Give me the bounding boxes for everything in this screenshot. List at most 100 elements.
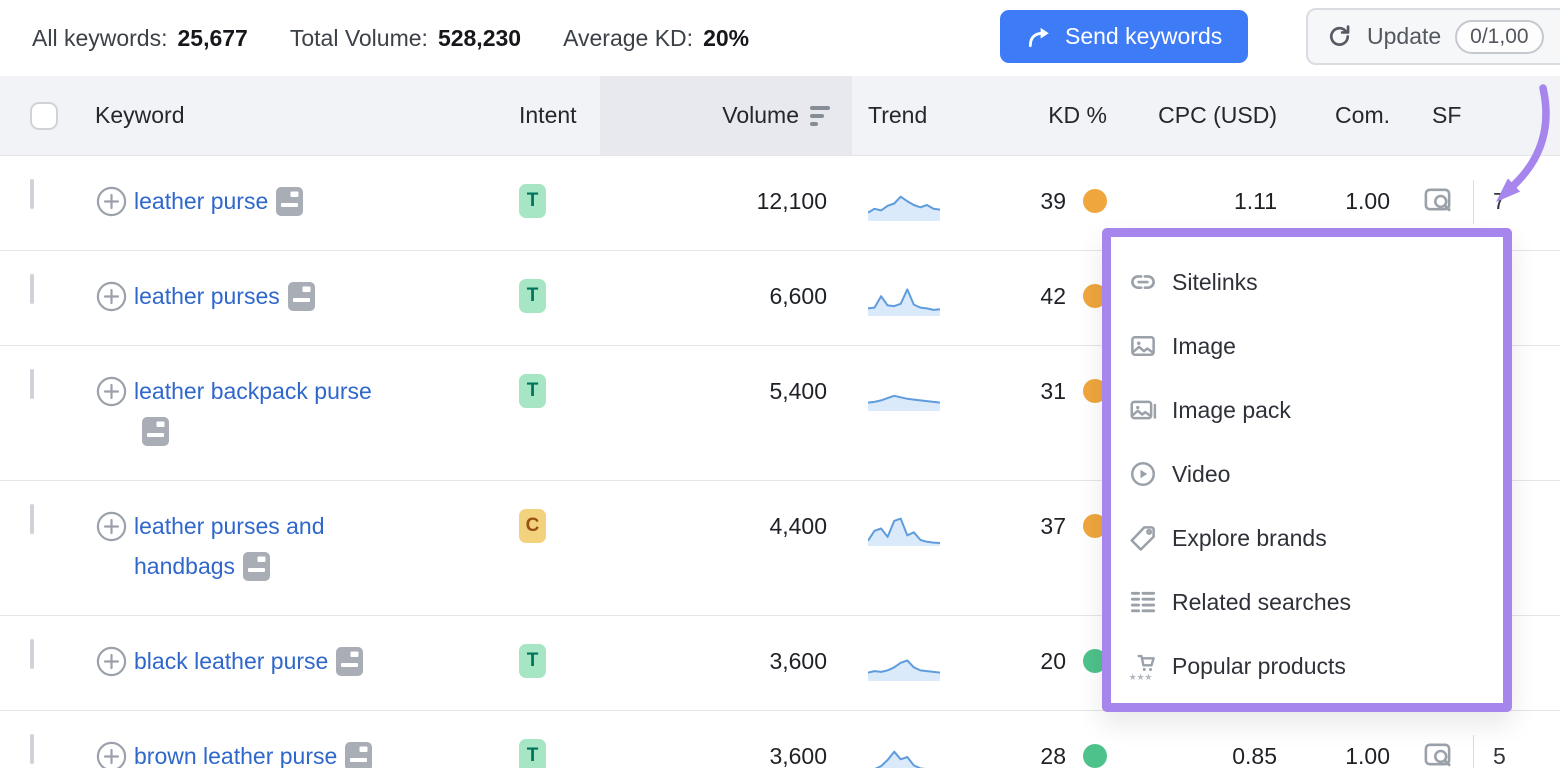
volume-value: 3,600 [769, 743, 827, 768]
volume-value: 5,400 [769, 378, 827, 404]
sf-value: 7 [1493, 188, 1506, 214]
add-keyword-icon[interactable] [96, 646, 127, 688]
update-button[interactable]: Update 0/1,00 [1306, 8, 1560, 65]
serp-page-icon [276, 187, 304, 228]
intent-badge: T [519, 374, 546, 408]
intent-badge: T [519, 279, 546, 313]
intent-badge: T [519, 184, 546, 218]
cpc-value: 1.11 [1233, 188, 1277, 214]
row-checkbox[interactable] [30, 274, 34, 304]
popup-item-label: Image [1172, 332, 1236, 359]
column-header-volume[interactable]: Volume [600, 76, 852, 155]
kd-difficulty-dot [1083, 744, 1107, 768]
serp-preview-cell [1390, 711, 1473, 768]
sf-value: 5 [1493, 743, 1506, 768]
intent-badge: T [519, 739, 546, 768]
volume-value: 12,100 [756, 188, 827, 214]
volume-value: 3,600 [769, 648, 827, 674]
send-keywords-button[interactable]: Send keywords [1000, 10, 1249, 63]
serp-page-icon [336, 647, 364, 688]
keyword-link[interactable]: leather purses and handbags [134, 506, 386, 593]
related-searches-icon [1128, 587, 1158, 617]
add-keyword-icon[interactable] [96, 741, 127, 768]
sitelinks-icon [1128, 267, 1158, 297]
row-checkbox[interactable] [30, 734, 34, 764]
column-header-keyword[interactable]: Keyword [95, 102, 185, 128]
add-keyword-icon[interactable] [96, 376, 127, 458]
image-pack-icon [1128, 395, 1158, 425]
column-header-cpc[interactable]: CPC (USD) [1158, 102, 1277, 128]
volume-header-label: Volume [722, 102, 799, 128]
table-row: brown leather purse T 3,600 28 0.85 1.00… [0, 711, 1560, 768]
trend-sparkline [852, 616, 960, 705]
row-checkbox[interactable] [30, 504, 34, 534]
update-label: Update [1367, 23, 1442, 49]
serp-preview-icon[interactable] [1422, 739, 1453, 768]
video-icon [1128, 459, 1158, 489]
popup-item-popular-products[interactable]: ★★★ Popular products [1111, 634, 1503, 698]
stat-label: All keywords: [32, 24, 168, 51]
row-checkbox[interactable] [30, 639, 34, 669]
serp-page-icon [287, 282, 315, 323]
column-header-intent[interactable]: Intent [519, 102, 577, 128]
send-arrow-icon [1026, 24, 1052, 50]
trend-sparkline [852, 251, 960, 340]
stat-label: Total Volume: [289, 24, 428, 51]
popup-item-label: Video [1172, 460, 1231, 487]
column-header-com[interactable]: Com. [1335, 102, 1390, 128]
stat-average-kd: Average KD: 20% [563, 25, 749, 52]
keyword-link[interactable]: leather purses [134, 276, 315, 323]
row-checkbox[interactable] [30, 179, 34, 209]
send-keywords-label: Send keywords [1065, 23, 1223, 49]
trend-sparkline [852, 711, 960, 768]
popup-item-image-pack[interactable]: Image pack [1111, 378, 1503, 442]
intent-badge: T [519, 644, 546, 678]
popup-item-sitelinks[interactable]: Sitelinks [1111, 250, 1503, 314]
update-counter-pill: 0/1,00 [1455, 19, 1544, 54]
trend-sparkline [852, 346, 960, 435]
popup-item-label: Related searches [1172, 588, 1351, 615]
select-all-checkbox[interactable] [30, 101, 58, 130]
add-keyword-icon[interactable] [96, 511, 127, 593]
popup-item-label: Image pack [1172, 396, 1291, 423]
stat-value: 20% [703, 24, 750, 51]
keyword-link[interactable]: black leather purse [134, 641, 364, 688]
com-value: 1.00 [1345, 743, 1390, 768]
popup-item-label: Explore brands [1172, 524, 1327, 551]
kd-value: 39 [1040, 188, 1066, 214]
row-checkbox[interactable] [30, 369, 34, 399]
column-header-trend[interactable]: Trend [868, 102, 928, 128]
serp-features-popup: Sitelinks Image Image pack [1102, 228, 1512, 712]
volume-value: 4,400 [769, 513, 827, 539]
add-keyword-icon[interactable] [96, 186, 127, 228]
cpc-value: 0.85 [1232, 743, 1277, 768]
volume-value: 6,600 [769, 283, 827, 309]
refresh-icon [1326, 23, 1353, 50]
com-value: 1.00 [1345, 188, 1390, 214]
kd-value: 31 [1040, 378, 1066, 404]
table-row: leather backpack purse T 5,400 31 [0, 346, 1560, 481]
serp-preview-icon[interactable] [1422, 184, 1453, 215]
intent-badge: C [519, 509, 546, 543]
stat-label: Average KD: [563, 24, 694, 51]
column-header-sf[interactable]: SF [1432, 102, 1462, 128]
sort-descending-icon [810, 105, 830, 126]
add-keyword-icon[interactable] [96, 281, 127, 323]
popup-item-video[interactable]: Video [1111, 442, 1503, 506]
popup-item-image[interactable]: Image [1111, 314, 1503, 378]
stat-value: 528,230 [437, 24, 522, 51]
keyword-link[interactable]: brown leather purse [134, 736, 373, 768]
popup-item-explore-brands[interactable]: Explore brands [1111, 506, 1503, 570]
keyword-link[interactable]: leather purse [134, 181, 304, 228]
popup-item-related-searches[interactable]: Related searches [1111, 570, 1503, 634]
stat-total-volume: Total Volume: 528,230 [290, 25, 521, 52]
keyword-link[interactable]: leather backpack purse [134, 371, 386, 458]
explore-brands-icon [1128, 523, 1158, 553]
serp-preview-cell [1390, 156, 1473, 237]
stat-all-keywords: All keywords: 25,677 [32, 25, 248, 52]
kd-value: 28 [1040, 743, 1066, 768]
kd-value: 37 [1040, 513, 1066, 539]
column-header-kd[interactable]: KD % [1048, 102, 1107, 128]
serp-page-icon [243, 552, 271, 593]
stat-value: 25,677 [177, 24, 248, 51]
